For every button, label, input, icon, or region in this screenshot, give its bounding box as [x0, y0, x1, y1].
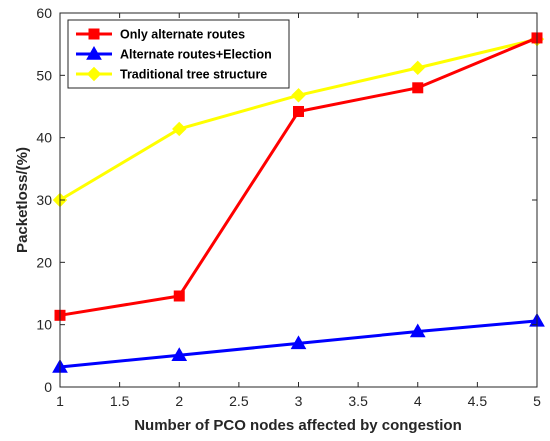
data-point	[172, 121, 187, 137]
x-tick-label: 2	[175, 393, 183, 409]
data-point	[171, 347, 188, 361]
x-tick-label: 5	[533, 393, 541, 409]
x-tick-label: 3	[295, 393, 303, 409]
x-tick-label: 4	[414, 393, 422, 409]
legend-marker	[86, 45, 102, 60]
data-point	[293, 105, 304, 117]
data-point	[290, 335, 307, 350]
legend-label: Alternate routes+Election	[120, 48, 272, 62]
x-tick-label: 1	[56, 393, 64, 409]
data-point	[409, 323, 426, 338]
data-point	[291, 88, 306, 103]
legend-marker	[88, 28, 100, 40]
legend-entry: Only alternate routes	[76, 28, 245, 42]
legend-label: Traditional tree structure	[120, 68, 267, 82]
y-tick-label: 30	[36, 192, 52, 208]
data-point	[412, 82, 424, 94]
x-axis-label: Number of PCO nodes affected by congesti…	[134, 417, 462, 434]
x-tick-label: 3.5	[348, 393, 368, 409]
y-axis-label: Packetloss/(%)	[14, 147, 31, 253]
y-tick-label: 0	[44, 379, 52, 395]
x-tick-label: 2.5	[229, 393, 249, 409]
legend-marker	[86, 66, 102, 82]
series-traditional-tree-structure	[52, 31, 545, 208]
x-tick-label: 4.5	[468, 393, 488, 409]
x-tick-label: 1.5	[110, 393, 130, 409]
y-tick-label: 50	[36, 67, 52, 83]
y-tick-label: 10	[36, 317, 52, 333]
legend-entry: Alternate routes+Election	[76, 45, 272, 62]
data-point	[173, 290, 185, 302]
y-tick-label: 40	[36, 130, 52, 146]
data-point	[410, 60, 425, 76]
legend: Only alternate routes Alternate routes+El…	[67, 19, 290, 89]
y-tick-label: 20	[36, 254, 52, 270]
y-tick-label: 60	[36, 5, 52, 21]
legend-entry: Traditional tree structure	[76, 66, 267, 82]
legend-label: Only alternate routes	[120, 28, 245, 42]
